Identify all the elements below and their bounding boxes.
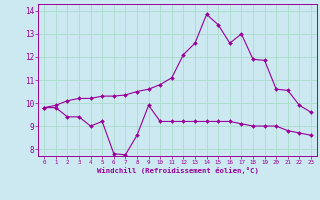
X-axis label: Windchill (Refroidissement éolien,°C): Windchill (Refroidissement éolien,°C): [97, 167, 259, 174]
